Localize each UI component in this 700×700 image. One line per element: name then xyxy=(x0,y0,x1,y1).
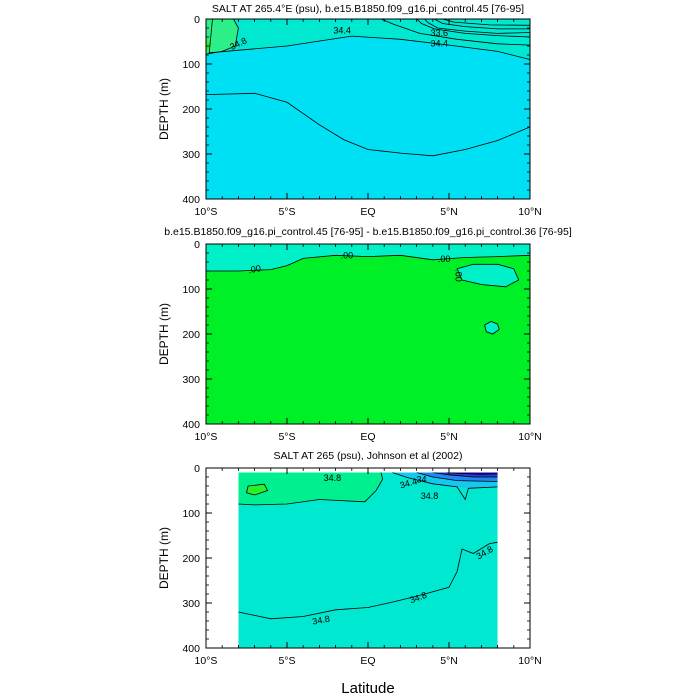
y-tick-label: 400 xyxy=(182,643,200,655)
x-tick-label: 10°N xyxy=(518,431,541,443)
x-tick-label: 5°S xyxy=(278,206,295,218)
x-axis-label: Latitude xyxy=(341,680,394,697)
y-tick-label: 300 xyxy=(182,374,200,386)
contour-label: 34.4 xyxy=(399,476,419,490)
contour-line xyxy=(432,472,498,478)
contour-line xyxy=(380,19,530,46)
y-tick-label: 200 xyxy=(182,329,200,341)
contour-label: .00 xyxy=(454,269,464,282)
plot-area: .00.00.00.00 xyxy=(206,244,530,424)
filled-region xyxy=(238,472,383,505)
panel-salt-difference: b.e15.B1850.f09_g16.pi_control.45 [76-95… xyxy=(157,226,572,443)
x-tick-label: 5°N xyxy=(440,655,458,667)
y-tick-label: 100 xyxy=(182,59,200,71)
contour-label: 34.8 xyxy=(421,491,439,501)
filled-region xyxy=(206,19,239,55)
x-tick-label: EQ xyxy=(360,655,375,667)
x-tick-label: 10°S xyxy=(195,655,218,667)
y-tick-label: 0 xyxy=(194,239,200,251)
x-tick-label: 10°S xyxy=(195,431,218,443)
contour-line xyxy=(484,320,500,335)
contour-label: 34.4 xyxy=(333,25,351,35)
contour-line xyxy=(416,19,530,38)
x-tick-label: 10°S xyxy=(195,206,218,218)
y-axis-label: DEPTH (m) xyxy=(157,303,171,365)
filled-region xyxy=(484,321,500,334)
panel-title: b.e15.B1850.f09_g16.pi_control.45 [76-95… xyxy=(164,226,572,238)
contour-label: .00 xyxy=(341,251,354,261)
contour-label: 33.6 xyxy=(431,28,449,38)
panel-salt-model: SALT AT 265.4°E (psu), b.e15.B1850.f09_g… xyxy=(157,3,542,218)
filled-region xyxy=(206,244,530,271)
contour-label: 34.8 xyxy=(324,473,342,483)
panel-title: SALT AT 265 (psu), Johnson et al (2002) xyxy=(274,450,463,462)
contour-line xyxy=(238,541,498,620)
x-tick-label: 5°N xyxy=(440,431,458,443)
x-tick-label: EQ xyxy=(360,431,375,443)
y-tick-label: 200 xyxy=(182,553,200,565)
y-tick-label: 300 xyxy=(182,598,200,610)
x-tick-label: EQ xyxy=(360,206,375,218)
y-tick-label: 0 xyxy=(194,463,200,475)
panel-salt-johnson: SALT AT 265 (psu), Johnson et al (2002) … xyxy=(157,450,542,697)
contour-line xyxy=(392,472,498,501)
y-axis-label: DEPTH (m) xyxy=(157,527,171,589)
contour-line xyxy=(424,19,530,34)
contour-line xyxy=(442,19,530,26)
contour-label: 34.4 xyxy=(431,38,449,48)
contour-label: .00 xyxy=(248,263,262,275)
contour-label: 34.8 xyxy=(312,614,331,627)
contour-line xyxy=(206,92,530,157)
contour-line xyxy=(416,472,498,482)
y-tick-label: 100 xyxy=(182,508,200,520)
contour-line xyxy=(206,19,239,55)
filled-region xyxy=(457,264,519,287)
y-tick-label: 0 xyxy=(194,14,200,26)
contour-line xyxy=(238,472,384,506)
y-tick-label: 200 xyxy=(182,104,200,116)
contour-label: 34 xyxy=(416,474,426,484)
x-tick-label: 5°N xyxy=(440,206,458,218)
x-tick-label: 10°N xyxy=(518,206,541,218)
contour-line xyxy=(445,472,498,475)
contour-line xyxy=(434,19,530,30)
y-tick-label: 400 xyxy=(182,194,200,206)
contour-line xyxy=(246,483,269,496)
panel-title: SALT AT 265.4°E (psu), b.e15.B1850.f09_g… xyxy=(212,3,524,15)
x-tick-label: 5°S xyxy=(278,431,295,443)
x-tick-label: 5°S xyxy=(278,655,295,667)
y-tick-label: 100 xyxy=(182,284,200,296)
x-tick-label: 10°N xyxy=(518,655,541,667)
y-tick-label: 400 xyxy=(182,419,200,431)
y-axis-label: DEPTH (m) xyxy=(157,78,171,140)
y-tick-label: 300 xyxy=(182,149,200,161)
contour-line xyxy=(456,263,520,288)
contour-line xyxy=(206,254,530,272)
contour-label: .00 xyxy=(438,254,451,264)
plot-area: 34.834.4 33.634.4 xyxy=(206,19,530,199)
